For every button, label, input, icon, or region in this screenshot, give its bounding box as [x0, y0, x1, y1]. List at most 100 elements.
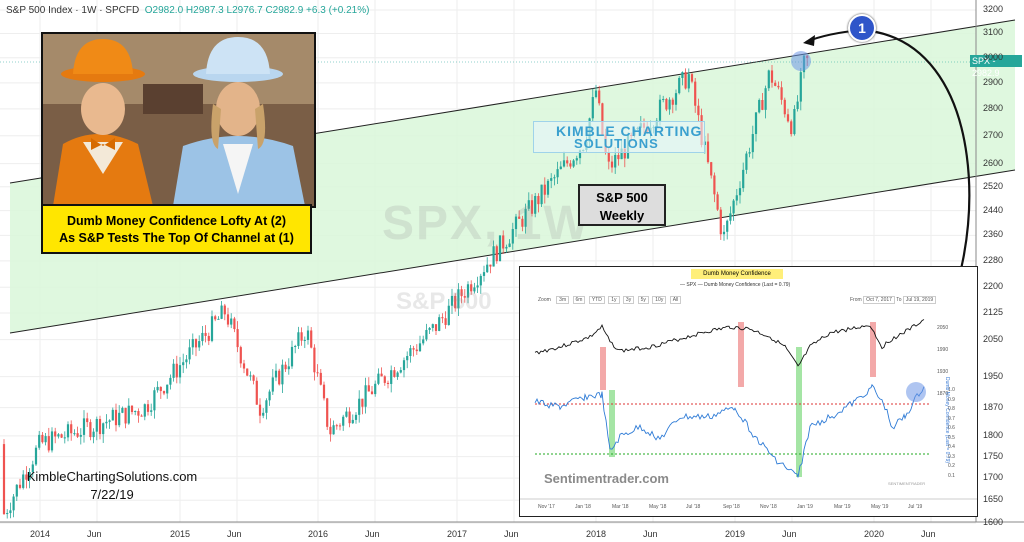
candle-body: [514, 216, 518, 230]
candle-body: [537, 195, 540, 205]
candle-body: [15, 484, 18, 497]
zoom-ytd[interactable]: YTD: [588, 296, 605, 304]
inset-conf-tick: 0.4: [948, 444, 955, 450]
candle-body: [271, 377, 274, 392]
movie-photo: [41, 32, 316, 208]
candle-body: [290, 346, 294, 367]
candle-body: [486, 264, 489, 273]
blue-figure: [173, 37, 305, 206]
candle-body: [780, 87, 783, 100]
signal-band: [870, 322, 876, 377]
y-tick-label: 1950: [983, 370, 1004, 381]
inset-legend: — SPX — Dumb Money Confidence (Last = 0.…: [680, 282, 791, 288]
inset-conf-tick: 0.5: [948, 434, 955, 441]
candle-body: [572, 160, 575, 167]
candle-body: [159, 386, 162, 392]
inset-x-tick: May '19: [871, 504, 889, 510]
candle-body: [348, 411, 351, 424]
inset-x-tick: Mar '18: [612, 504, 629, 510]
candle-body: [674, 93, 678, 105]
candle-body: [6, 513, 9, 515]
to-input[interactable]: Jul 19, 2019: [902, 296, 937, 304]
inset-spx-tick: 1990: [937, 347, 949, 353]
candle-body: [578, 150, 582, 159]
candle-body: [796, 101, 799, 110]
candle-body: [786, 114, 790, 122]
high-value: H2987.3: [185, 5, 224, 16]
candle-body: [284, 364, 287, 370]
candle-body: [92, 431, 95, 438]
candle-body: [553, 177, 556, 179]
candle-body: [38, 434, 41, 448]
y-tick-label: 2520: [983, 180, 1004, 191]
candle-body: [111, 409, 114, 421]
inset-x-tick: Jul '19: [908, 504, 923, 510]
candle-body: [364, 385, 367, 407]
low-value: L2976.7: [226, 5, 263, 16]
candle-body: [236, 329, 239, 348]
candle-body: [249, 375, 252, 377]
candle-body: [130, 405, 134, 413]
zoom-all[interactable]: All: [669, 296, 682, 304]
candle-body: [716, 194, 719, 210]
candle-body: [108, 420, 111, 422]
zoom-1y[interactable]: 1y: [608, 296, 620, 304]
zoom-10y[interactable]: 10y: [652, 296, 667, 304]
zoom-6m[interactable]: 6m: [572, 296, 586, 304]
candle-body: [105, 421, 108, 424]
photo-illustration: [43, 34, 314, 206]
candle-body: [396, 372, 399, 377]
candle-body: [329, 426, 332, 435]
candle-body: [706, 141, 710, 163]
candle-body: [431, 324, 434, 328]
symbol-label[interactable]: S&P 500 Index · 1W · SPCFD: [6, 5, 140, 16]
inset-x-tick: Sep '18: [723, 504, 740, 510]
candle-body: [521, 218, 524, 227]
zoom-3m[interactable]: 3m: [556, 296, 570, 304]
signal-band: [600, 347, 606, 390]
candle-body: [594, 90, 598, 98]
from-label: From: [850, 297, 862, 303]
inset-x-tick: Jan '18: [575, 504, 591, 510]
candle-body: [575, 158, 578, 161]
candle-body: [425, 329, 428, 340]
inset-conf-tick: 0.8: [948, 406, 955, 412]
y-tick-label: 2440: [983, 204, 1004, 215]
inset-zoom-bar: Zoom 3m 6m YTD 1y 3y 5y 10y All: [536, 296, 683, 304]
candle-body: [454, 295, 457, 309]
candle-body: [210, 316, 214, 341]
logo-line-2: SOLUTIONS: [574, 136, 659, 151]
candle-body: [50, 431, 54, 451]
candle-body: [754, 112, 758, 135]
candle-body: [82, 418, 86, 435]
candle-body: [268, 391, 271, 401]
candle-body: [466, 284, 470, 298]
inset-date-range: From Oct 7, 2017 To Jul 19, 2019: [850, 296, 937, 304]
inset-conf-tick: 0.1: [948, 472, 955, 479]
candle-body: [742, 169, 745, 189]
candle-body: [713, 175, 716, 195]
candle-body: [278, 370, 281, 385]
y-tick-label: 1750: [983, 450, 1004, 461]
candle-body: [28, 472, 31, 480]
candle-body: [252, 375, 255, 381]
zoom-5y[interactable]: 5y: [637, 296, 649, 304]
candle-body: [294, 345, 297, 347]
candle-body: [166, 384, 169, 394]
to-label: To: [896, 297, 902, 303]
candle-body: [617, 154, 620, 160]
candle-body: [678, 77, 681, 94]
candle-body: [729, 213, 732, 221]
x-tick-label: 2015: [170, 529, 191, 539]
y-tick-label: 1650: [983, 494, 1004, 505]
zoom-3y[interactable]: 3y: [622, 296, 635, 304]
x-tick-label: Jun: [921, 529, 936, 539]
callout-box: Dumb Money Confidence Lofty At (2) As S&…: [41, 204, 312, 254]
inset-copyright: SENTIMENTRADER: [888, 481, 926, 486]
x-tick-label: Jun: [87, 529, 102, 539]
kimble-logo: KIMBLE CHARTING SOLUTIONS: [533, 121, 705, 153]
from-input[interactable]: Oct 7, 2017: [863, 296, 895, 304]
candle-body: [444, 318, 447, 325]
candle-body: [31, 464, 34, 473]
candle-body: [738, 188, 742, 196]
